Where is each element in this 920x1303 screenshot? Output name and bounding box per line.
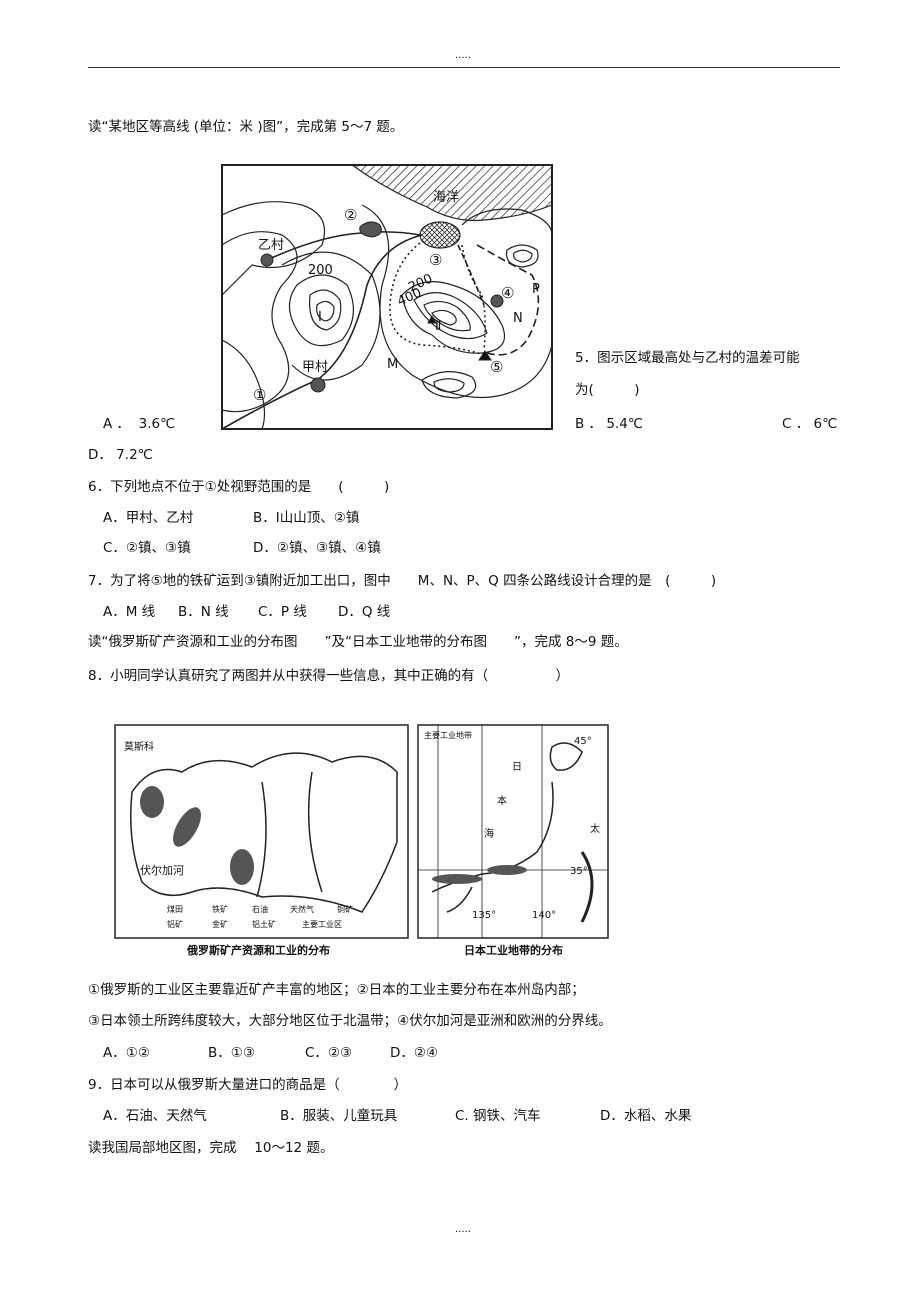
option: B．Ⅰ山山顶、②镇 <box>253 510 360 526</box>
map-label: 200 <box>308 263 333 278</box>
map-label: ④ <box>501 284 514 302</box>
map-label: M <box>387 357 398 372</box>
map-label: 45° <box>574 736 592 747</box>
option: D．Q 线 <box>338 604 391 620</box>
option: A ． 3.6℃ <box>103 416 176 432</box>
intro: 读“俄罗斯矿产资源和工业的分布图 ”及“日本工业地带的分布图 ”，完成 8～9 … <box>88 634 628 650</box>
legend-item: 金矿 <box>212 919 228 929</box>
rule <box>88 67 840 68</box>
option: D． 7.2℃ <box>88 447 153 463</box>
map-label: 海 <box>484 827 494 840</box>
legend-item: 铝矿 <box>167 919 183 929</box>
statement: ①俄罗斯的工业区主要靠近矿产丰富的地区；②日本的工业主要分布在本州岛内部； <box>88 982 585 998</box>
question-stem: 8．小明同学认真研究了两图并从中获得一些信息，其中正确的有（ ） <box>88 668 570 684</box>
map-label: 乙村 <box>258 238 284 253</box>
map-label: 135° <box>472 910 496 921</box>
option: D．②④ <box>390 1045 439 1061</box>
map-label: ③ <box>429 251 442 269</box>
header: ..... <box>455 50 471 61</box>
legend-item: 主要工业区 <box>302 919 342 929</box>
intro: 读“某地区等高线 (单位：米 )图”，完成第 5～7 题。 <box>88 119 404 135</box>
map-label: ① <box>253 386 266 404</box>
option: A．石油、天然气 <box>103 1108 207 1124</box>
option: D．水稻、水果 <box>600 1108 692 1124</box>
option: B ． 5.4℃ <box>575 416 643 432</box>
map-label: ⑤ <box>490 358 503 376</box>
map-label: 太 <box>590 822 600 835</box>
map-label: P <box>532 282 540 297</box>
map-label: 140° <box>532 910 556 921</box>
legend-item: 铝土矿 <box>252 919 276 929</box>
option: C．P 线 <box>258 604 307 620</box>
option: B．N 线 <box>178 604 229 620</box>
contour-map: 海洋 ② 乙村 200 ③ ④ P 400 200 Ⅰ Ⅱ N M 甲村 ① ⑤ <box>221 164 553 430</box>
question-stem: 5．图示区域最高处与乙村的温差可能 <box>575 350 800 366</box>
option: D．②镇、③镇、④镇 <box>253 540 381 556</box>
map-label: 莫斯科 <box>124 740 154 753</box>
map-label: 海洋 <box>433 190 459 205</box>
map-label: N <box>513 311 523 326</box>
question-stem: 7．为了将⑤地的铁矿运到③镇附近加工出口，图中 M、N、P、Q 四条公路线设计合… <box>88 573 717 589</box>
option: A．甲村、乙村 <box>103 510 194 526</box>
legend-item: 铁矿 <box>212 904 228 914</box>
map-label: Ⅰ <box>318 310 322 325</box>
intro: 读我国局部地区图，完成 10～12 题。 <box>88 1140 334 1156</box>
map-label: 35° <box>570 866 588 877</box>
option: A．①② <box>103 1045 150 1061</box>
footer: ..... <box>455 1224 471 1235</box>
caption: 日本工业地带的分布 <box>464 943 563 957</box>
legend-item: 天然气 <box>290 904 314 914</box>
map-label: 伏尔加河 <box>140 863 184 877</box>
russia-japan-maps: 莫斯科 伏尔加河 煤田 铁矿 石油 天然气 铜矿 铝矿 金矿 铝土矿 主要工业区… <box>114 724 609 957</box>
legend-item: 主要工业地带 <box>424 730 472 740</box>
option: C ． 6℃ <box>782 416 838 432</box>
statement: ③日本领土所跨纬度较大，大部分地区位于北温带；④伏尔加河是亚洲和欧洲的分界线。 <box>88 1013 612 1029</box>
map-label: 本 <box>497 794 507 807</box>
question-stem: 6．下列地点不位于①处视野范围的是 ( ) <box>88 479 390 495</box>
map-label: 日 <box>512 762 522 773</box>
option: C. 钢铁、汽车 <box>455 1108 541 1124</box>
question-stem: 9．日本可以从俄罗斯大量进口的商品是（ ） <box>88 1077 408 1093</box>
legend-item: 铜矿 <box>337 904 353 914</box>
option: C．②③ <box>305 1045 353 1061</box>
option: B．①③ <box>208 1045 255 1061</box>
map-label: 甲村 <box>302 360 328 375</box>
legend-item: 煤田 <box>167 904 183 914</box>
option: B．服装、儿童玩具 <box>280 1108 398 1124</box>
caption: 俄罗斯矿产资源和工业的分布 <box>186 943 330 957</box>
question-stem: 为( ) <box>575 382 640 398</box>
map-label: ② <box>344 206 357 224</box>
map-label: Ⅱ <box>435 319 441 334</box>
option: A．M 线 <box>103 604 156 620</box>
option: C．②镇、③镇 <box>103 540 191 556</box>
legend-item: 石油 <box>252 904 268 914</box>
